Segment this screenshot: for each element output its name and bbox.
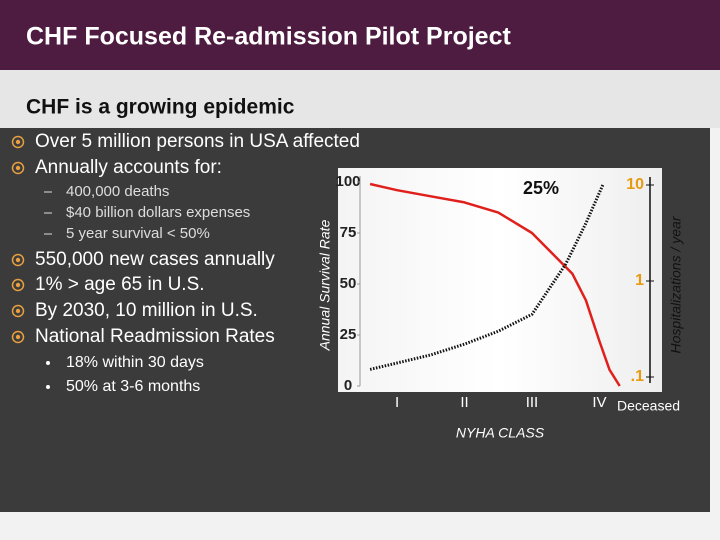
dot-icon <box>46 361 50 365</box>
sub-bullet-text: 400,000 deaths <box>66 183 169 200</box>
y-tick-label: 75 <box>340 224 357 241</box>
bullet-icon <box>15 334 21 340</box>
y-tick-label: 50 <box>340 275 357 292</box>
y-tick-label: 100 <box>335 173 360 190</box>
survival-line <box>369 182 621 387</box>
subtitle-band <box>0 70 720 128</box>
x-tick-label: IV <box>592 394 606 411</box>
y2-tick-label: 1 <box>635 272 644 289</box>
x-tick-label: III <box>526 394 539 411</box>
annotation: 25% <box>523 178 559 198</box>
bullet-icon <box>11 304 25 318</box>
title-bar <box>0 0 720 70</box>
bullet-text: 1% > age 65 in U.S. <box>35 274 205 295</box>
bullet-icon <box>15 282 21 288</box>
sub-bullet-text: 5 year survival < 50% <box>66 225 210 242</box>
sub-bullet-text: 50% at 3-6 months <box>66 378 200 395</box>
annotation: Deceased <box>617 398 680 414</box>
bullet-text: By 2030, 10 million in U.S. <box>35 300 258 321</box>
sub-bullet-text: $40 billion dollars expenses <box>66 204 250 221</box>
bullet-icon <box>11 161 25 175</box>
hospitalization-line <box>369 184 605 371</box>
y2-tick-label: .1 <box>631 368 644 385</box>
y-tick-label: 0 <box>344 377 352 394</box>
bullet-icon <box>11 330 25 344</box>
y2-axis-label: Hospitalizations / year <box>668 215 684 353</box>
y2-tick-label: 10 <box>626 176 644 193</box>
x-axis-label: NYHA CLASS <box>456 425 545 441</box>
y-axis-label: Annual Survival Rate <box>317 219 333 351</box>
plot-area <box>338 168 662 392</box>
dot-icon <box>46 385 50 389</box>
x-tick-label: II <box>460 394 468 411</box>
x-tick-label: I <box>395 394 399 411</box>
bullet-icon <box>11 278 25 292</box>
bullet-icon <box>15 165 21 171</box>
sub-bullet-text: 18% within 30 days <box>66 354 204 371</box>
bullet-icon <box>15 139 21 145</box>
bullet-icon <box>11 253 25 267</box>
bullet-icon <box>15 308 21 314</box>
bullet-icon <box>15 257 21 263</box>
bullet-text: 550,000 new cases annually <box>35 249 275 270</box>
slide-title: CHF Focused Re-admission Pilot Project <box>26 23 511 51</box>
bullet-icon <box>11 135 25 149</box>
bullet-text: National Readmission Rates <box>35 326 275 347</box>
slide-subtitle: CHF is a growing epidemic <box>26 96 295 119</box>
y-tick-label: 25 <box>340 326 357 343</box>
bullet-text: Over 5 million persons in USA affected <box>35 131 360 152</box>
bullet-text: Annually accounts for: <box>35 157 222 178</box>
